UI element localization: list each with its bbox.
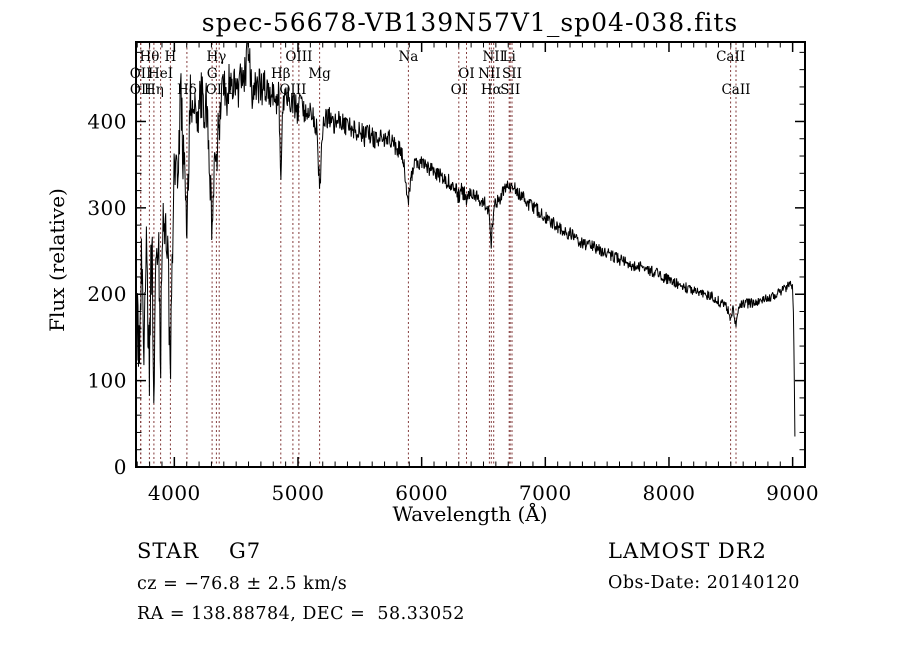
y-tick-label: 100 <box>87 369 127 393</box>
survey-label: LAMOST DR2 <box>608 539 767 563</box>
coordinates-label: RA = 138.88784, DEC = 58.33052 <box>137 604 465 624</box>
line-label-OI: OI <box>458 66 474 82</box>
line-label-Hη: Hη <box>144 82 164 98</box>
line-label-HeI: HeI <box>148 66 173 82</box>
line-label-Li: Li <box>503 49 517 65</box>
y-tick-label: 0 <box>114 455 127 479</box>
spectral-line-markers <box>140 43 737 466</box>
line-label-Na: Na <box>398 49 418 65</box>
line-label-OIII: OIII <box>279 82 306 98</box>
x-tick-label: 4000 <box>148 481 201 505</box>
line-label-H: H <box>165 49 177 65</box>
y-axis-label: Flux (relative) <box>45 188 69 332</box>
line-label-CaII: CaII <box>721 82 750 98</box>
line-label-NII: NII <box>478 66 500 82</box>
x-axis-label: Wavelength (Å) <box>392 501 547 526</box>
line-label-SII: SII <box>500 82 520 98</box>
line-label-Hθ: Hθ <box>139 49 159 65</box>
line-label-OIII: OIII <box>285 49 312 65</box>
plot-title: spec-56678-VB139N57V1_sp04-038.fits <box>202 8 738 37</box>
x-tick-label: 7000 <box>519 481 572 505</box>
object-class-label: STAR <box>137 539 199 563</box>
line-label-Hβ: Hβ <box>271 66 291 82</box>
line-label-OII: OII <box>130 82 152 98</box>
line-label-Hγ: Hγ <box>206 49 226 65</box>
spectrum-polyline <box>135 41 796 437</box>
line-label-NII: NII <box>482 49 504 65</box>
obs-date-label: Obs-Date: 20140120 <box>608 573 800 593</box>
x-tick-label: 5000 <box>272 481 325 505</box>
line-label-G: G <box>207 66 218 82</box>
y-tick-label: 400 <box>87 109 127 133</box>
line-label-SII: SII <box>502 66 522 82</box>
axis-tick-labels: 4000 5000 6000 7000 8000 9000 0 100 200 300 400 <box>87 109 819 505</box>
line-label-Hα: Hα <box>481 82 502 98</box>
x-tick-label: 9000 <box>766 481 819 505</box>
x-tick-label: 8000 <box>643 481 696 505</box>
line-label-Hδ: Hδ <box>177 82 197 98</box>
spectrum-trace <box>135 41 796 437</box>
object-subclass-label: G7 <box>229 539 261 563</box>
line-label-OIII: OIII <box>206 82 233 98</box>
plot-frame <box>135 41 806 468</box>
line-label-OII: OII <box>130 66 152 82</box>
radial-velocity-label: cz = −76.8 ± 2.5 km/s <box>137 574 347 594</box>
line-label-OI: OI <box>451 82 467 98</box>
y-tick-label: 200 <box>87 282 127 306</box>
x-tick-label: 6000 <box>395 481 448 505</box>
line-label-CaII: CaII <box>716 49 745 65</box>
line-label-Mg: Mg <box>308 66 331 82</box>
axis-ticks <box>136 43 804 468</box>
y-tick-label: 300 <box>87 196 127 220</box>
